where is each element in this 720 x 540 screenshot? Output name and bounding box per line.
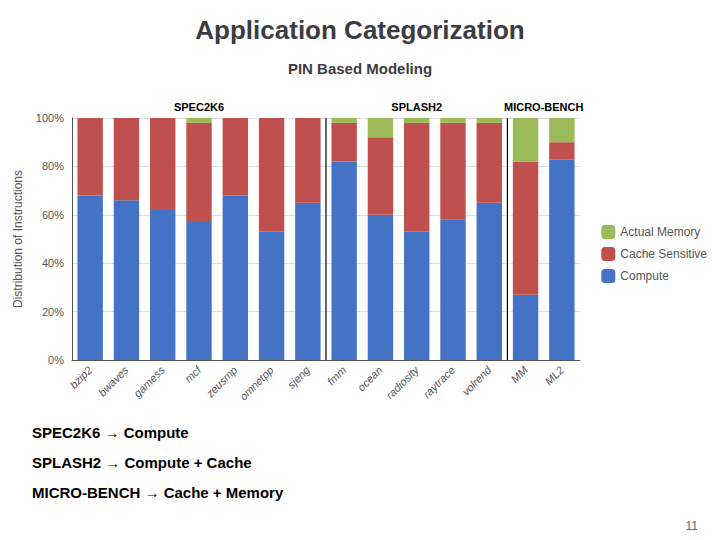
svg-text:Actual Memory: Actual Memory (620, 225, 700, 239)
svg-text:mcf: mcf (182, 363, 204, 385)
svg-text:0%: 0% (48, 354, 64, 366)
svg-text:MICRO-BENCH: MICRO-BENCH (504, 101, 583, 113)
svg-text:20%: 20% (42, 306, 64, 318)
svg-text:Application Categorization: Application Categorization (195, 15, 524, 45)
svg-text:bzip2: bzip2 (67, 364, 94, 391)
svg-text:60%: 60% (42, 209, 64, 221)
svg-text:sjeng: sjeng (285, 363, 313, 391)
svg-text:80%: 80% (42, 160, 64, 172)
svg-text:raytrace: raytrace (421, 364, 458, 401)
svg-text:zeusmp: zeusmp (203, 364, 239, 400)
svg-text:ocean: ocean (355, 364, 385, 394)
svg-text:MICRO-BENCH → Cache + Memory: MICRO-BENCH → Cache + Memory (32, 484, 284, 501)
svg-text:PIN Based Modeling: PIN Based Modeling (288, 60, 432, 77)
svg-text:bwaves: bwaves (96, 363, 131, 398)
svg-text:radiosity: radiosity (384, 363, 422, 401)
svg-text:Cache Sensitive: Cache Sensitive (620, 247, 707, 261)
svg-text:Compute: Compute (620, 269, 669, 283)
svg-text:ML2: ML2 (543, 364, 567, 388)
svg-text:40%: 40% (42, 257, 64, 269)
svg-text:MM: MM (508, 363, 530, 385)
svg-text:Distribution of Instructions: Distribution of Instructions (11, 170, 25, 308)
svg-text:SPEC2K6: SPEC2K6 (174, 101, 224, 113)
svg-text:11: 11 (686, 519, 699, 533)
svg-text:volrend: volrend (460, 363, 495, 398)
svg-text:omnetpp: omnetpp (237, 364, 276, 403)
svg-text:fmm: fmm (325, 364, 349, 388)
svg-text:100%: 100% (36, 112, 64, 124)
svg-text:gamess: gamess (131, 363, 167, 399)
svg-text:SPLASH2: SPLASH2 (391, 101, 442, 113)
svg-text:SPEC2K6 → Compute: SPEC2K6 → Compute (32, 424, 189, 441)
svg-text:SPLASH2 → Compute + Cache: SPLASH2 → Compute + Cache (32, 454, 252, 471)
